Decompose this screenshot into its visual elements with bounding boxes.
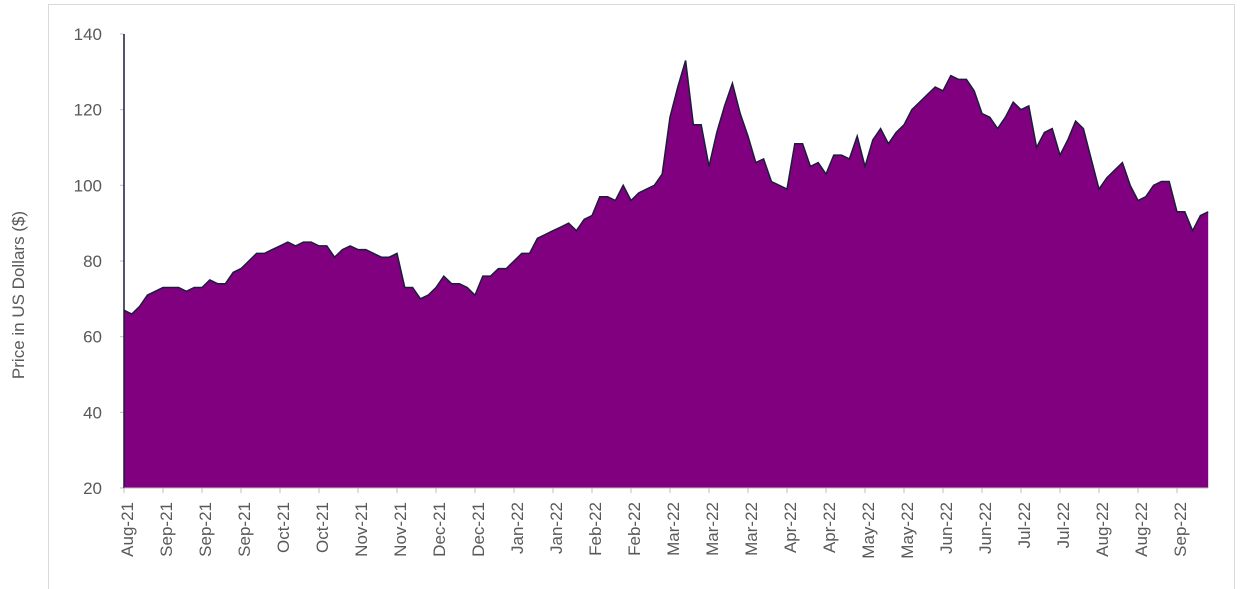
- x-tick-label: Feb-22: [625, 502, 644, 556]
- x-tick-label: Feb-22: [586, 502, 605, 556]
- x-tick-label: May-22: [898, 502, 917, 559]
- x-tick-label: Jul-22: [1054, 502, 1073, 548]
- x-tick-label: May-22: [859, 502, 878, 559]
- x-tick-label: Nov-21: [352, 502, 371, 557]
- x-tick-label: Jun-22: [937, 502, 956, 554]
- x-tick-label: Sep-21: [235, 502, 254, 557]
- x-tick-label: Apr-22: [781, 502, 800, 553]
- y-tick-label: 40: [83, 403, 102, 422]
- x-tick-label: Oct-21: [313, 502, 332, 553]
- y-tick-label: 100: [74, 176, 102, 195]
- chart-frame: [48, 4, 1235, 589]
- x-tick-label: Jan-22: [508, 502, 527, 554]
- y-tick-label: 120: [74, 101, 102, 120]
- x-tick-label: Dec-21: [430, 502, 449, 557]
- x-tick-label: Aug-21: [118, 502, 137, 557]
- x-tick-label: Jul-22: [1015, 502, 1034, 548]
- x-tick-label: Sep-21: [157, 502, 176, 557]
- x-tick-label: Apr-22: [820, 502, 839, 553]
- x-tick-label: Dec-21: [469, 502, 488, 557]
- y-tick-label: 80: [83, 252, 102, 271]
- area: [124, 60, 1209, 488]
- x-tick-label: Jun-22: [976, 502, 995, 554]
- x-tick-label: Sep-22: [1171, 502, 1190, 557]
- x-tick-label: Aug-22: [1093, 502, 1112, 557]
- x-tick-label: Nov-21: [391, 502, 410, 557]
- x-tick-label: Jan-22: [547, 502, 566, 554]
- y-tick-label: 140: [74, 25, 102, 44]
- x-tick-label: Mar-22: [703, 502, 722, 556]
- y-tick-label: 60: [83, 328, 102, 347]
- y-tick-label: 20: [83, 479, 102, 498]
- x-tick-label: Mar-22: [664, 502, 683, 556]
- x-tick-label: Mar-22: [742, 502, 761, 556]
- area-outline: [123, 60, 1209, 315]
- x-tick-label: Aug-22: [1132, 502, 1151, 557]
- x-tick-label: Oct-21: [274, 502, 293, 553]
- y-axis-title: Price in US Dollars ($): [9, 211, 28, 379]
- x-tick-label: Sep-21: [196, 502, 215, 557]
